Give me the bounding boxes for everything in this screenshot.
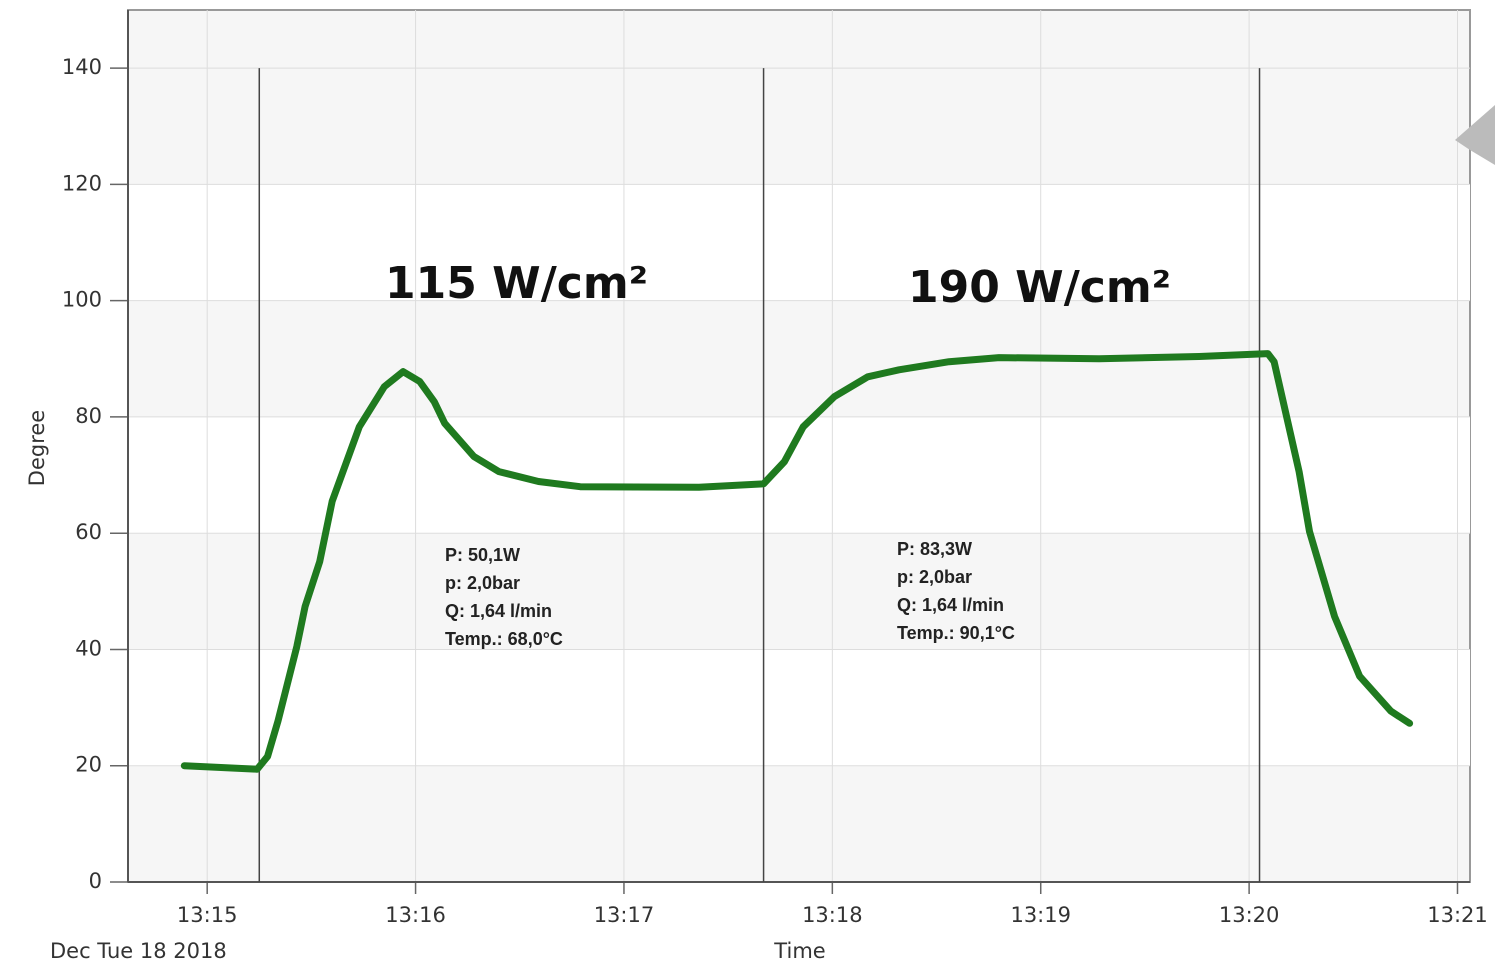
note: Temp.: 90,1°C: [897, 623, 1015, 643]
note: p: 2,0bar: [897, 567, 972, 587]
x-tick-label: 13:19: [1010, 903, 1071, 927]
x-tick-label: 13:17: [594, 903, 655, 927]
y-axis-label: Degree: [25, 410, 49, 486]
annotation: 115 W/cm²: [385, 258, 648, 309]
x-tick-label: 13:15: [177, 903, 238, 927]
y-tick-label: 20: [75, 753, 102, 777]
x-axis-label: Time: [773, 939, 825, 963]
note: Q: 1,64 l/min: [897, 595, 1004, 615]
y-tick-label: 100: [62, 288, 102, 312]
note: P: 83,3W: [897, 539, 972, 559]
band: [128, 184, 1470, 300]
y-tick-label: 120: [62, 171, 102, 195]
note: Temp.: 68,0°C: [445, 629, 563, 649]
note: p: 2,0bar: [445, 573, 520, 593]
note: P: 50,1W: [445, 545, 520, 565]
x-tick-label: 13:21: [1427, 903, 1488, 927]
y-tick-label: 40: [75, 636, 102, 660]
chart: 0 20 40 60 80 100 120 140 13:15 13:16 13:17 13:18 13…: [0, 0, 1495, 968]
y-tick-label: 140: [62, 55, 102, 79]
x-tick-label: 13:18: [802, 903, 863, 927]
note: Q: 1,64 l/min: [445, 601, 552, 621]
y-tick-label: 80: [75, 404, 102, 428]
annotation: 190 W/cm²: [908, 262, 1171, 313]
y-tick-label: 60: [75, 520, 102, 544]
band: [128, 649, 1470, 765]
x-tick-label: 13:16: [385, 903, 446, 927]
x-tick-label: 13:20: [1219, 903, 1280, 927]
y-tick-label: 0: [89, 869, 102, 893]
date-label: Dec Tue 18 2018: [50, 939, 227, 963]
